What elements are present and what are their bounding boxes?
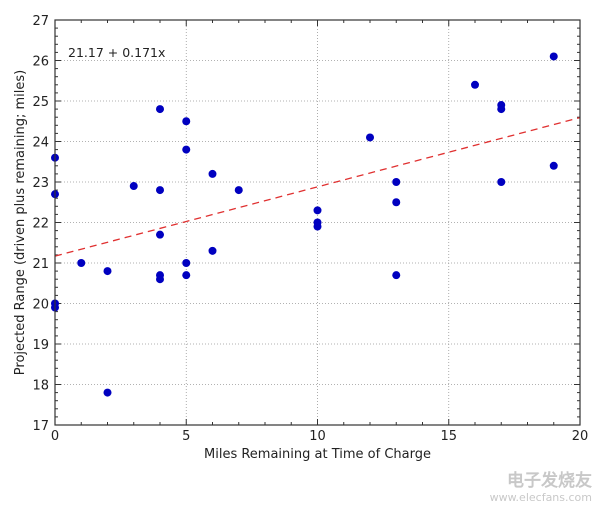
data-point — [182, 271, 191, 280]
y-tick-label: 18 — [32, 379, 49, 394]
data-point — [182, 145, 191, 154]
x-tick-label: 15 — [440, 429, 457, 444]
regression-line — [54, 116, 581, 257]
data-point — [549, 52, 558, 61]
y-tick-label: 19 — [32, 338, 49, 353]
watermark-url: www.elecfans.com — [489, 491, 592, 504]
data-point — [497, 105, 506, 114]
data-point — [313, 206, 322, 215]
data-point — [182, 117, 191, 126]
y-tick-label: 24 — [32, 136, 49, 151]
x-tick-label: 5 — [182, 429, 190, 444]
y-tick-label: 20 — [32, 298, 49, 313]
data-point — [392, 178, 401, 186]
data-point — [182, 259, 191, 267]
x-tick-label: 0 — [51, 429, 59, 444]
y-tick-label: 22 — [32, 217, 49, 232]
fit-equation-annotation: 21.17 + 0.171x — [68, 45, 165, 60]
data-point — [156, 275, 164, 284]
data-point — [392, 198, 401, 207]
watermark-name: 电子发烧友 — [507, 471, 592, 491]
y-tick-label: 26 — [32, 55, 49, 70]
y-tick-label: 25 — [32, 95, 49, 110]
watermark-logo: 电子发烧友 www.elecfans.com — [490, 466, 592, 504]
y-tick-label: 27 — [32, 14, 49, 29]
y-axis-label: Projected Range (driven plus remaining; … — [13, 70, 28, 375]
data-point — [313, 222, 322, 231]
data-point — [549, 161, 558, 170]
data-point — [156, 105, 164, 114]
data-point — [156, 186, 164, 195]
x-axis-label: Miles Remaining at Time of Charge — [204, 447, 431, 462]
y-tick-label: 23 — [32, 176, 49, 191]
y-tick-label: 21 — [32, 257, 49, 272]
plot-frame — [54, 19, 581, 426]
x-tick-label: 10 — [309, 429, 326, 444]
data-point — [129, 182, 138, 191]
data-point — [392, 271, 401, 280]
data-point — [497, 178, 506, 186]
data-point — [156, 230, 164, 239]
data-point — [234, 186, 243, 195]
data-point — [208, 169, 217, 178]
data-point — [77, 259, 86, 267]
y-tick-label: 17 — [32, 419, 49, 434]
data-point — [103, 267, 112, 276]
data-point — [103, 388, 112, 397]
data-point — [208, 246, 217, 255]
data-point — [471, 80, 479, 89]
x-tick-label: 20 — [572, 429, 589, 444]
data-point — [366, 133, 374, 142]
